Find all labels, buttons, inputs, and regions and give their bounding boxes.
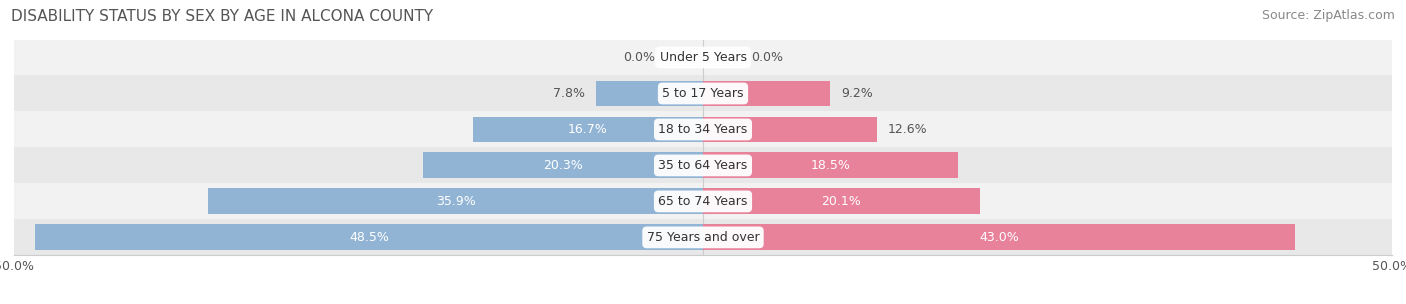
Text: 0.0%: 0.0% [751, 51, 783, 64]
Text: 43.0%: 43.0% [980, 231, 1019, 244]
Text: 20.3%: 20.3% [543, 159, 583, 172]
Bar [472, 116, 703, 142]
Text: 18.5%: 18.5% [810, 159, 851, 172]
Text: 0.0%: 0.0% [623, 51, 655, 64]
Bar [14, 219, 1392, 255]
Bar [14, 112, 1392, 147]
Text: 35 to 64 Years: 35 to 64 Years [658, 159, 748, 172]
Text: 65 to 74 Years: 65 to 74 Years [658, 195, 748, 208]
Text: Under 5 Years: Under 5 Years [659, 51, 747, 64]
Text: 9.2%: 9.2% [841, 87, 873, 100]
Bar [703, 116, 876, 142]
Text: 12.6%: 12.6% [887, 123, 928, 136]
Bar [208, 188, 703, 214]
Text: 48.5%: 48.5% [349, 231, 389, 244]
Bar [703, 188, 980, 214]
Text: 35.9%: 35.9% [436, 195, 475, 208]
Bar [423, 153, 703, 178]
Bar [14, 75, 1392, 112]
Text: 18 to 34 Years: 18 to 34 Years [658, 123, 748, 136]
Bar [14, 40, 1392, 75]
Text: 20.1%: 20.1% [821, 195, 862, 208]
Bar [14, 147, 1392, 183]
Text: 75 Years and over: 75 Years and over [647, 231, 759, 244]
Text: 16.7%: 16.7% [568, 123, 607, 136]
Bar [703, 224, 1295, 250]
Text: Source: ZipAtlas.com: Source: ZipAtlas.com [1261, 9, 1395, 22]
Bar [14, 183, 1392, 219]
Text: 5 to 17 Years: 5 to 17 Years [662, 87, 744, 100]
Text: DISABILITY STATUS BY SEX BY AGE IN ALCONA COUNTY: DISABILITY STATUS BY SEX BY AGE IN ALCON… [11, 9, 433, 24]
Bar [703, 81, 830, 106]
Bar [596, 81, 703, 106]
Text: 7.8%: 7.8% [553, 87, 585, 100]
Bar [35, 224, 703, 250]
Bar [703, 153, 957, 178]
